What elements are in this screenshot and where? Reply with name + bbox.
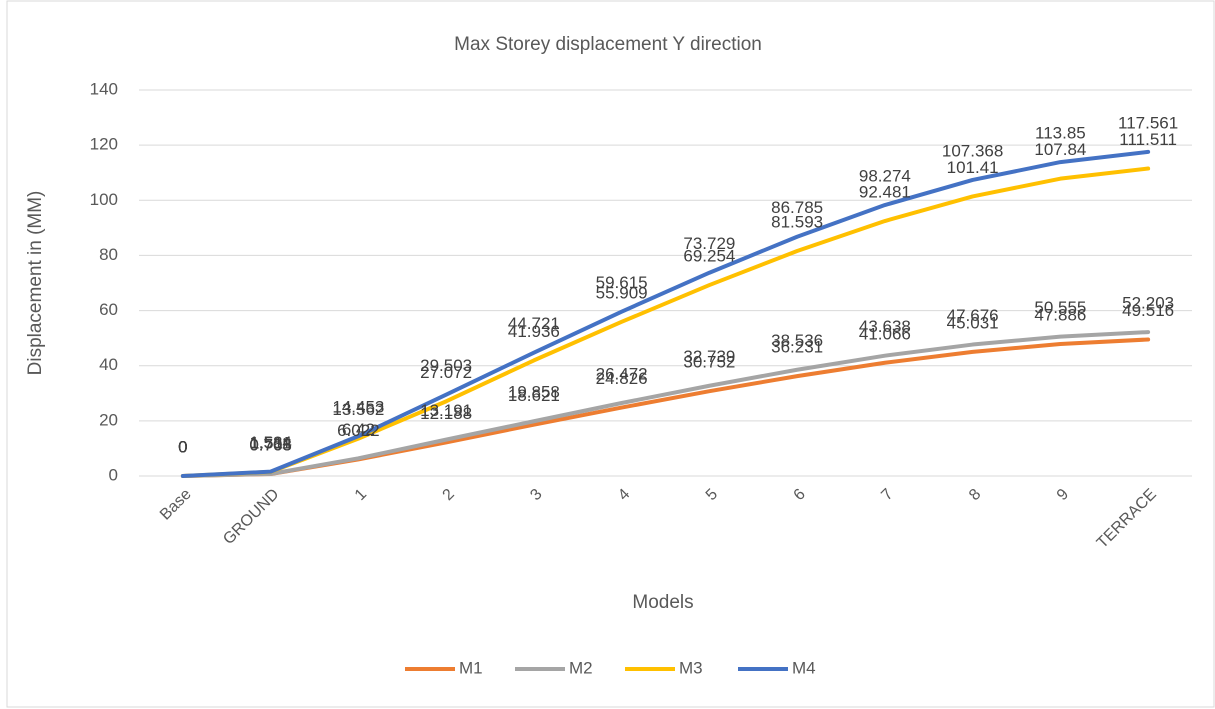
data-label: 44.721	[508, 314, 560, 333]
legend-label: M2	[569, 658, 593, 677]
data-label: 0	[178, 437, 187, 456]
data-label: 13.562	[332, 400, 384, 419]
y-tick-label: 100	[90, 190, 118, 209]
y-axis-title: Displacement in (MM)	[25, 191, 46, 376]
chart-border	[6, 0, 1215, 708]
data-label: 6.022	[337, 421, 380, 440]
data-label: 50.555	[1034, 298, 1086, 317]
data-label: 111.511	[1119, 130, 1177, 149]
series-line	[180, 149, 1151, 478]
data-label: 38.536	[771, 331, 823, 350]
data-label: 41.066	[859, 324, 911, 343]
legend-label: M1	[459, 658, 483, 677]
data-label: 0.768	[249, 435, 292, 454]
data-label: 6.42	[342, 420, 375, 439]
data-label: 0	[178, 437, 187, 456]
data-label: 0.705	[249, 436, 292, 455]
data-label: 18.621	[508, 386, 560, 405]
data-label: 12.188	[420, 404, 472, 423]
data-label: 30.752	[683, 353, 735, 372]
data-label: 55.909	[596, 283, 648, 302]
x-axis-title: Models	[632, 592, 693, 613]
data-label: 0	[178, 437, 187, 456]
data-label: 73.729	[683, 234, 735, 253]
data-label: 41.936	[508, 322, 560, 341]
data-label: 24.826	[596, 369, 648, 388]
data-label: 26.472	[596, 364, 648, 383]
series-line	[180, 330, 1151, 478]
data-label: 49.516	[1122, 301, 1174, 320]
legend-label: M3	[679, 658, 703, 677]
data-label: 36.231	[771, 338, 823, 357]
y-tick-label: 60	[99, 300, 118, 319]
data-label: 27.072	[420, 363, 472, 382]
data-label: 117.561	[1118, 113, 1178, 132]
data-label: 13.191	[420, 401, 472, 420]
y-tick-label: 0	[109, 465, 118, 484]
data-label: 52.203	[1122, 294, 1174, 313]
data-label: 98.274	[859, 167, 911, 186]
data-label: 0	[178, 437, 187, 456]
data-label: 81.593	[771, 213, 823, 232]
data-label: 47.676	[947, 306, 999, 325]
y-tick-label: 120	[90, 135, 118, 154]
data-label: 107.84	[1034, 140, 1086, 159]
data-label: 29.503	[420, 356, 472, 375]
data-label: 92.481	[859, 183, 911, 202]
data-label: 86.785	[771, 198, 823, 217]
data-label: 45.031	[947, 313, 999, 332]
data-label: 1.511	[250, 433, 291, 452]
data-label: 1.584	[249, 433, 292, 452]
data-label: 32.739	[683, 347, 735, 366]
data-label: 107.368	[942, 141, 1003, 160]
data-label: 47.886	[1034, 305, 1086, 324]
data-label: 14.453	[332, 398, 384, 417]
data-label: 113.85	[1035, 124, 1086, 143]
data-label: 19.858	[508, 383, 560, 402]
data-label: 43.638	[859, 317, 911, 336]
data-label: 101.41	[947, 158, 999, 177]
y-tick-label: 80	[99, 245, 118, 264]
data-label: 59.615	[596, 273, 648, 292]
data-label: 69.254	[683, 247, 735, 266]
y-tick-label: 140	[90, 79, 118, 98]
y-tick-label: 40	[99, 355, 118, 374]
legend-label: M4	[792, 658, 816, 677]
y-tick-label: 20	[99, 410, 118, 429]
chart-title: Max Storey displacement Y direction	[454, 34, 762, 55]
